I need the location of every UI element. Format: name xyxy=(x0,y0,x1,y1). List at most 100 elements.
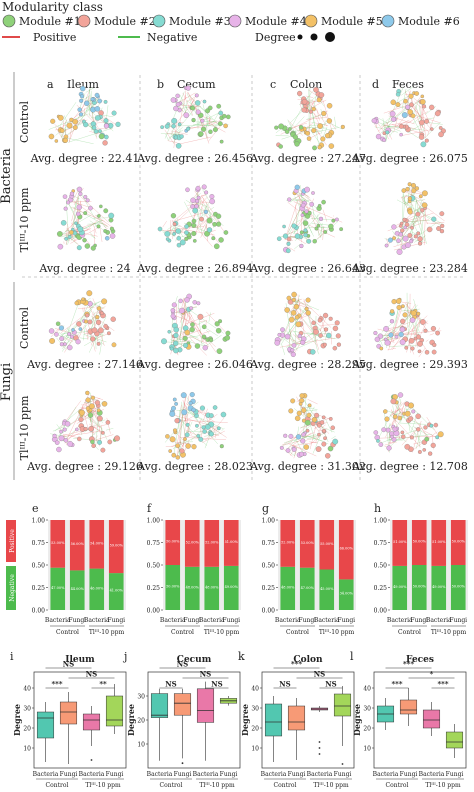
network-edge xyxy=(380,427,423,444)
network-node xyxy=(397,415,402,421)
network-node xyxy=(371,118,377,124)
network-edge xyxy=(411,231,416,234)
network-edge xyxy=(389,307,403,347)
network-node xyxy=(96,224,101,229)
y-tick-label: 10 xyxy=(137,742,145,749)
network-node xyxy=(83,194,88,199)
network-node xyxy=(395,298,402,304)
network-edge xyxy=(180,232,184,237)
network-node xyxy=(67,234,72,239)
network-edge xyxy=(180,404,182,416)
network-node xyxy=(96,408,101,413)
network-edge xyxy=(87,97,89,102)
network-node xyxy=(76,321,82,327)
network-node xyxy=(164,231,171,237)
network-edge xyxy=(208,119,223,126)
network-node xyxy=(173,105,179,112)
network-node xyxy=(194,93,199,98)
network-edge xyxy=(181,409,224,429)
network-node xyxy=(219,444,224,449)
network-node xyxy=(313,328,319,335)
network-node xyxy=(278,123,285,130)
x-category-label: Bacteria xyxy=(79,771,105,778)
network-edge xyxy=(288,337,335,346)
network-node xyxy=(293,303,300,310)
network-node xyxy=(211,236,216,241)
network-node xyxy=(172,397,177,402)
box-outlier xyxy=(318,747,321,749)
bar-negative xyxy=(299,567,315,610)
network-node xyxy=(295,434,302,440)
network-edge xyxy=(376,120,390,140)
network-edge xyxy=(209,117,213,120)
network-edge xyxy=(401,301,412,304)
network-node xyxy=(381,427,387,433)
network-edge xyxy=(202,104,209,127)
network-edge xyxy=(389,131,394,137)
network-node xyxy=(328,143,335,149)
network-node xyxy=(188,401,193,406)
network-edge xyxy=(418,347,426,358)
network-edge xyxy=(92,306,106,316)
network-edge xyxy=(186,92,197,116)
network-node xyxy=(397,392,404,398)
network-edge xyxy=(179,419,228,423)
network-edge xyxy=(182,399,188,410)
network-node xyxy=(99,204,103,209)
network-edge xyxy=(202,408,208,423)
network-node xyxy=(305,130,310,136)
network-node xyxy=(110,316,116,322)
network-edge xyxy=(300,102,302,110)
network-node xyxy=(294,141,300,147)
y-tick-label: 10 xyxy=(251,746,259,753)
legend-module-2: Module #2 xyxy=(77,14,156,28)
network-edge xyxy=(320,324,338,326)
network-edge xyxy=(322,99,333,133)
network-node xyxy=(317,318,323,323)
network-node xyxy=(339,227,344,232)
panel-letter: e xyxy=(32,502,39,515)
panel-letter: l xyxy=(350,650,354,663)
network-node xyxy=(84,100,90,106)
network-node xyxy=(97,129,102,134)
bar-negative-label: 50.00% xyxy=(452,585,466,589)
network-node xyxy=(63,206,68,211)
network-edge xyxy=(180,329,201,338)
network-edge xyxy=(317,219,338,240)
network-node xyxy=(401,434,406,439)
stacked-bar-chart-g: g 0.00 0.25 0.50 0.75 1.00 48.00% 52.00% Bacteri… xyxy=(262,502,356,636)
network-node xyxy=(321,199,326,205)
network-node xyxy=(76,245,82,251)
network-edge xyxy=(438,327,440,331)
network-edge xyxy=(282,441,293,446)
network-edge xyxy=(197,211,203,236)
bar-positive xyxy=(299,520,315,568)
treatment-label: Tlᴵᴵᴵ-10 ppm xyxy=(18,395,31,460)
network-node xyxy=(319,420,325,425)
network-node xyxy=(175,93,180,99)
legend-degree-label: Degree xyxy=(255,31,296,44)
network-node xyxy=(379,346,384,351)
bar-negative xyxy=(392,565,408,610)
network-node xyxy=(322,312,329,319)
network-edge xyxy=(314,126,327,146)
network-node xyxy=(101,401,108,407)
network-node xyxy=(212,405,218,410)
network-node xyxy=(284,307,290,313)
network-node xyxy=(200,118,205,123)
network-edge xyxy=(197,228,213,247)
legend-degree-small xyxy=(297,34,303,40)
network-node xyxy=(401,304,405,309)
network-node xyxy=(424,436,430,442)
network-node xyxy=(74,300,80,306)
network-node xyxy=(326,332,332,339)
network-node xyxy=(108,212,115,219)
box-outlier xyxy=(181,762,184,765)
network-node xyxy=(301,98,308,105)
bar-negative-label: 50.00% xyxy=(166,585,180,589)
network-edge xyxy=(62,334,69,338)
network-node xyxy=(304,419,311,426)
network-node xyxy=(167,330,172,334)
network-node xyxy=(50,118,56,124)
network-node xyxy=(318,216,324,222)
